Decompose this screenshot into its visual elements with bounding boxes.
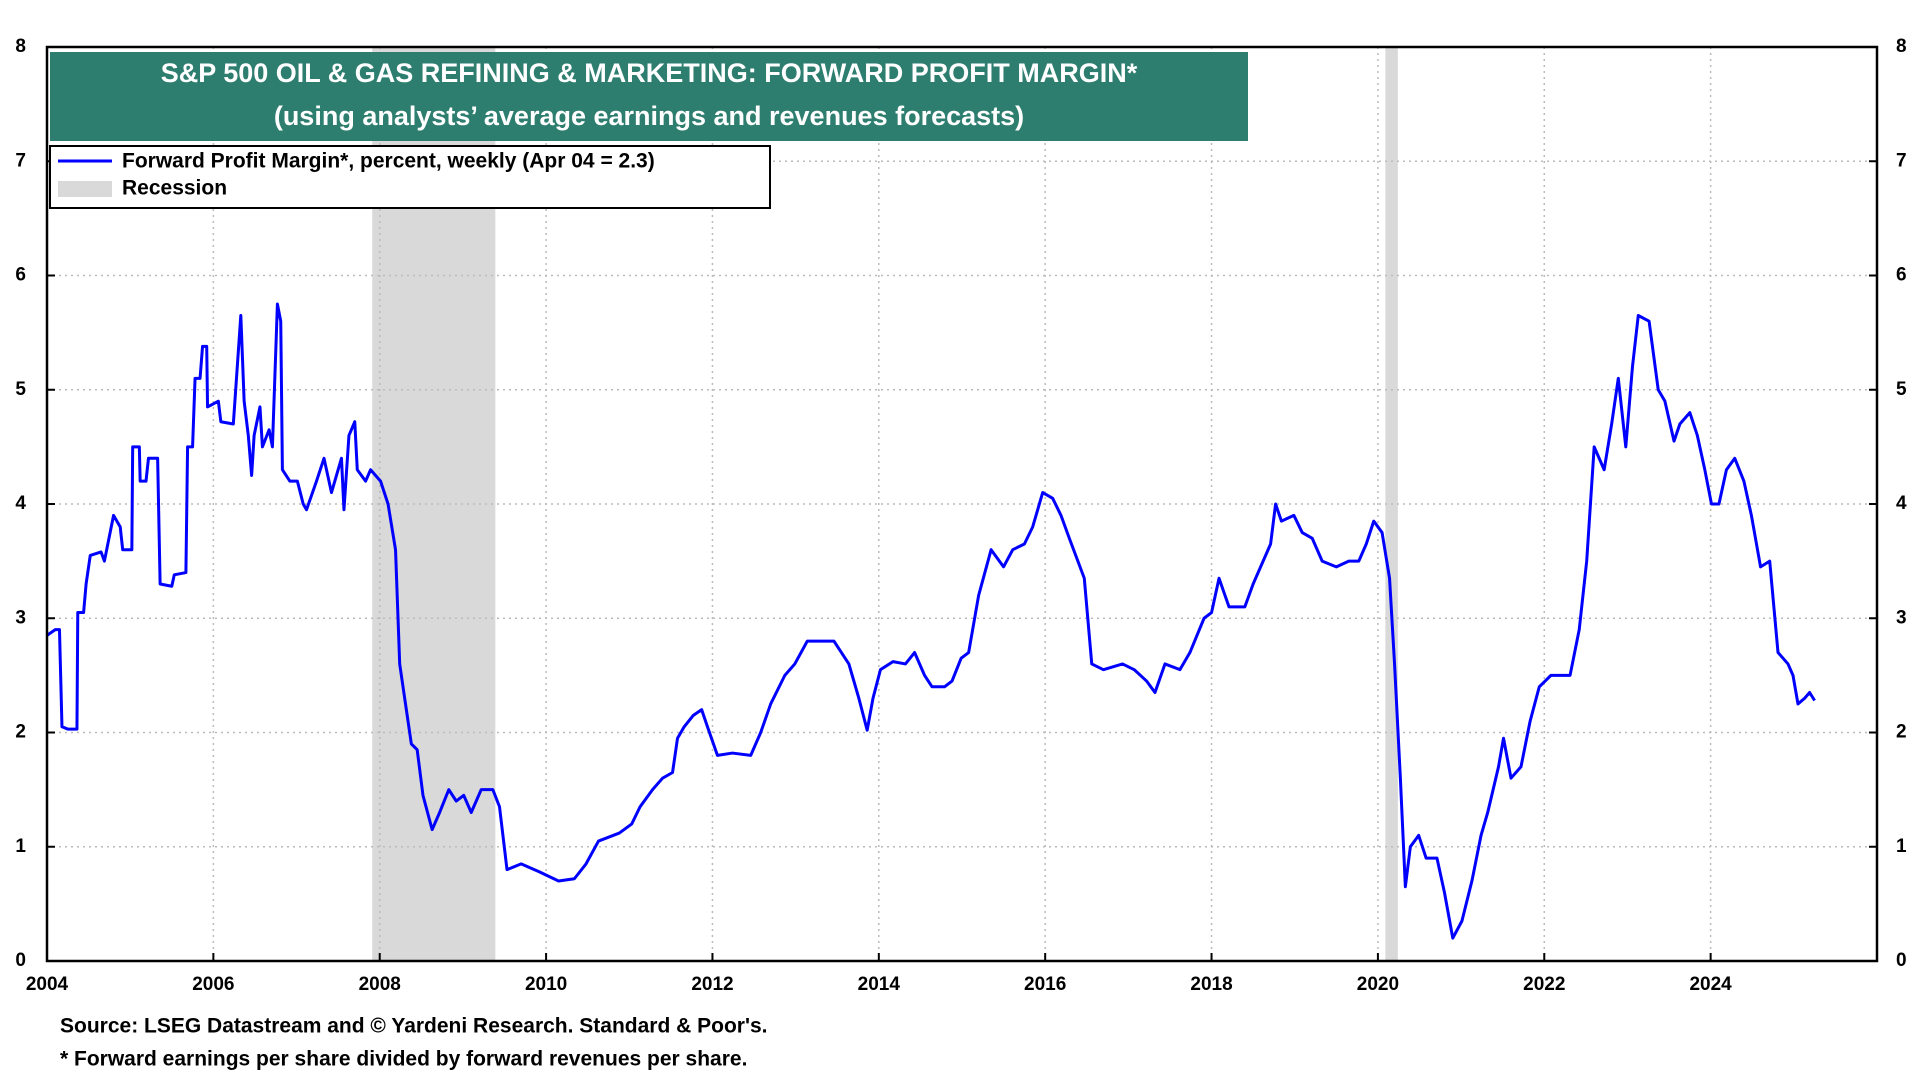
source-note: Source: LSEG Datastream and © Yardeni Re… <box>60 1015 767 1038</box>
x-tick-label: 2020 <box>1357 974 1399 995</box>
series-line <box>46 302 1816 940</box>
y2-tick-label: 1 <box>1896 836 1907 857</box>
y-tick-label: 6 <box>15 265 26 286</box>
x-tick-label: 2016 <box>1024 974 1066 995</box>
x-tick-label: 2024 <box>1689 974 1732 995</box>
x-tick-label: 2010 <box>525 974 567 995</box>
y-tick-label: 5 <box>15 379 26 400</box>
series-layer <box>46 302 1816 940</box>
y-tick-label: 2 <box>15 722 26 743</box>
y-tick-label: 0 <box>15 950 26 971</box>
x-tick-label: 2014 <box>858 974 901 995</box>
x-tick-label: 2004 <box>26 974 69 995</box>
x-tick-label: 2012 <box>691 974 733 995</box>
y-tick-label: 4 <box>15 493 26 514</box>
legend-label: Recession <box>122 177 227 200</box>
y-tick-label: 1 <box>15 836 26 857</box>
chart-subtitle: (using analysts’ average earnings and re… <box>274 101 1024 131</box>
y2-tick-label: 4 <box>1896 493 1907 514</box>
y2-tick-label: 2 <box>1896 722 1907 743</box>
y2-tick-label: 8 <box>1896 36 1907 57</box>
footnote: * Forward earnings per share divided by … <box>60 1048 747 1071</box>
x-tick-label: 2022 <box>1523 974 1565 995</box>
y2-tick-label: 5 <box>1896 379 1907 400</box>
legend-label: Forward Profit Margin*, percent, weekly … <box>122 150 655 173</box>
y2-tick-label: 6 <box>1896 265 1907 286</box>
x-tick-label: 2018 <box>1190 974 1232 995</box>
legend-box <box>49 145 771 209</box>
y-tick-label: 7 <box>15 150 26 171</box>
title-box <box>50 52 1248 141</box>
y2-tick-label: 0 <box>1896 950 1907 971</box>
y-tick-label: 3 <box>15 607 26 628</box>
chart-title: S&P 500 OIL & GAS REFINING & MARKETING: … <box>161 58 1138 88</box>
y2-tick-label: 7 <box>1896 150 1907 171</box>
legend-swatch <box>58 181 112 197</box>
y2-tick-label: 3 <box>1896 607 1907 628</box>
plot-frame <box>45 45 1879 963</box>
x-tick-label: 2006 <box>192 974 234 995</box>
y-tick-label: 8 <box>15 36 26 57</box>
x-tick-label: 2008 <box>359 974 401 995</box>
